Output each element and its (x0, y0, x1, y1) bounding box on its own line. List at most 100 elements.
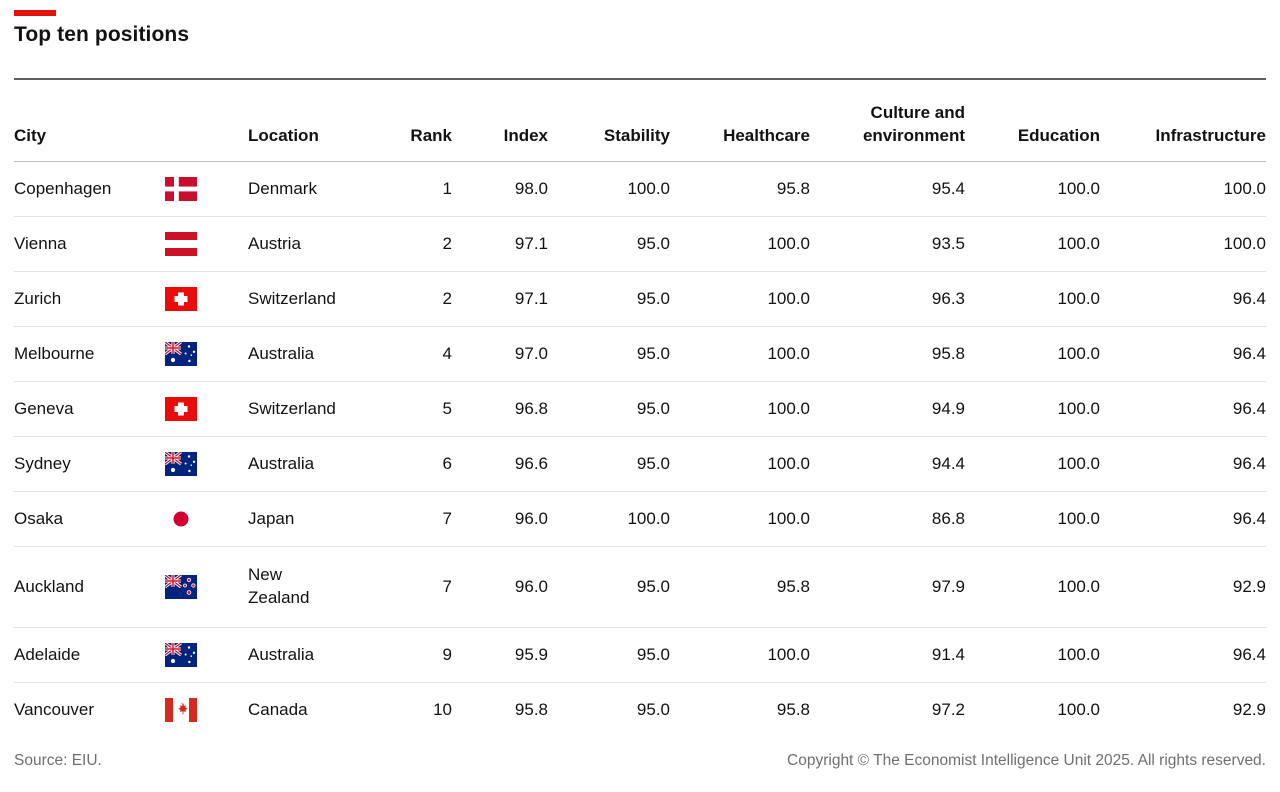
denmark-flag-icon (165, 177, 197, 201)
economist-red-tick (14, 10, 56, 16)
stability-cell: 95.0 (548, 545, 670, 627)
title-rule (14, 78, 1266, 80)
col-header-education: Education (965, 80, 1100, 162)
culture-cell: 94.4 (810, 435, 965, 491)
rank-cell: 5 (360, 380, 452, 436)
location-cell: Austria (248, 215, 360, 271)
healthcare-cell: 100.0 (670, 215, 810, 271)
col-header-flag (160, 80, 248, 162)
stability-cell: 95.0 (548, 270, 670, 326)
index-cell: 96.0 (452, 545, 548, 627)
australia-flag-icon (165, 342, 197, 366)
flag-cell (160, 681, 248, 737)
rank-cell: 2 (360, 215, 452, 271)
table-row-vienna: Vienna Austria 2 97.1 95.0 100.0 93.5 10… (14, 215, 1266, 271)
education-cell: 100.0 (965, 626, 1100, 682)
table-row-melbourne: Melbourne Australia 4 97.0 95.0 100.0 95… (14, 325, 1266, 381)
location-cell: Australia (248, 626, 360, 682)
table-row-auckland: Auckland New Zealand 7 96.0 95.0 95.8 97… (14, 545, 1266, 627)
city-cell: Geneva (14, 380, 160, 436)
city-cell: Melbourne (14, 325, 160, 381)
rank-cell: 10 (360, 681, 452, 737)
infrastructure-cell: 96.4 (1100, 490, 1266, 546)
index-cell: 96.8 (452, 380, 548, 436)
rank-cell: 2 (360, 270, 452, 326)
index-cell: 95.8 (452, 681, 548, 737)
infrastructure-cell: 96.4 (1100, 325, 1266, 381)
index-cell: 96.0 (452, 490, 548, 546)
flag-cell (160, 270, 248, 326)
culture-cell: 96.3 (810, 270, 965, 326)
location-cell: Switzerland (248, 380, 360, 436)
city-cell: Vancouver (14, 681, 160, 737)
index-cell: 95.9 (452, 626, 548, 682)
stability-cell: 95.0 (548, 626, 670, 682)
col-header-location: Location (248, 80, 360, 162)
col-header-city: City (14, 80, 160, 162)
infrastructure-cell: 96.4 (1100, 380, 1266, 436)
healthcare-cell: 95.8 (670, 681, 810, 737)
rank-cell: 7 (360, 545, 452, 627)
flag-cell (160, 626, 248, 682)
footer: Source: EIU. Copyright © The Economist I… (14, 752, 1266, 770)
location-cell: Australia (248, 325, 360, 381)
city-cell: Vienna (14, 215, 160, 271)
culture-cell: 86.8 (810, 490, 965, 546)
culture-cell: 97.9 (810, 545, 965, 627)
col-header-infrastructure: Infrastructure (1100, 80, 1266, 162)
table-row-vancouver: Vancouver Canada 10 95.8 95.0 95.8 97.2 … (14, 681, 1266, 737)
col-header-healthcare: Healthcare (670, 80, 810, 162)
healthcare-cell: 95.8 (670, 545, 810, 627)
flag-cell (160, 435, 248, 491)
healthcare-cell: 100.0 (670, 380, 810, 436)
education-cell: 100.0 (965, 380, 1100, 436)
location-cell: Australia (248, 435, 360, 491)
table-row-geneva: Geneva Switzerland 5 96.8 95.0 100.0 94.… (14, 380, 1266, 436)
education-cell: 100.0 (965, 325, 1100, 381)
infrastructure-cell: 96.4 (1100, 435, 1266, 491)
table-row-osaka: Osaka Japan 7 96.0 100.0 100.0 86.8 100.… (14, 490, 1266, 546)
education-cell: 100.0 (965, 681, 1100, 737)
healthcare-cell: 100.0 (670, 626, 810, 682)
infrastructure-cell: 100.0 (1223, 178, 1266, 198)
index-cell: 97.0 (452, 325, 548, 381)
city-cell: Zurich (14, 270, 160, 326)
rank-cell: 6 (360, 435, 452, 491)
col-header-rank: Rank (360, 80, 452, 162)
location-cell: Canada (248, 681, 360, 737)
city-cell: Auckland (14, 545, 160, 627)
table-header: City Location Rank Index Stability Healt… (14, 80, 1266, 162)
table-row-zurich: Zurich Switzerland 2 97.1 95.0 100.0 96.… (14, 270, 1266, 326)
table-row-adelaide: Adelaide Australia 9 95.9 95.0 100.0 91.… (14, 626, 1266, 682)
stability-cell: 100.0 (627, 178, 670, 198)
stability-cell: 95.0 (548, 681, 670, 737)
rank-cell: 4 (360, 325, 452, 381)
culture-cell: 97.2 (810, 681, 965, 737)
canada-flag-icon (165, 698, 197, 722)
city-cell: Osaka (14, 490, 160, 546)
australia-flag-icon (165, 643, 197, 667)
stability-cell: 100.0 (548, 490, 670, 546)
city-cell: Sydney (14, 435, 160, 491)
education-cell: 100.0 (965, 545, 1100, 627)
flag-cell (160, 490, 248, 546)
flag-cell (160, 545, 248, 627)
australia-flag-icon (165, 452, 197, 476)
culture-cell: 91.4 (810, 626, 965, 682)
page-title: Top ten positions (14, 23, 190, 46)
flag-cell (160, 325, 248, 381)
copyright-note: Copyright © The Economist Intelligence U… (787, 752, 1266, 769)
source-note: Source: EIU. (14, 752, 102, 769)
index-cell: 97.1 (452, 270, 548, 326)
header-row: City Location Rank Index Stability Healt… (14, 80, 1266, 162)
austria-flag-icon (165, 232, 197, 256)
culture-cell: 95.8 (810, 325, 965, 381)
stability-cell: 95.0 (548, 215, 670, 271)
education-cell: 100.0 (965, 270, 1100, 326)
stability-cell: 95.0 (548, 380, 670, 436)
city-cell: Copenhagen (14, 178, 112, 198)
infrastructure-cell: 96.4 (1100, 270, 1266, 326)
education-cell: 100.0 (965, 215, 1100, 271)
culture-cell: 93.5 (810, 215, 965, 271)
